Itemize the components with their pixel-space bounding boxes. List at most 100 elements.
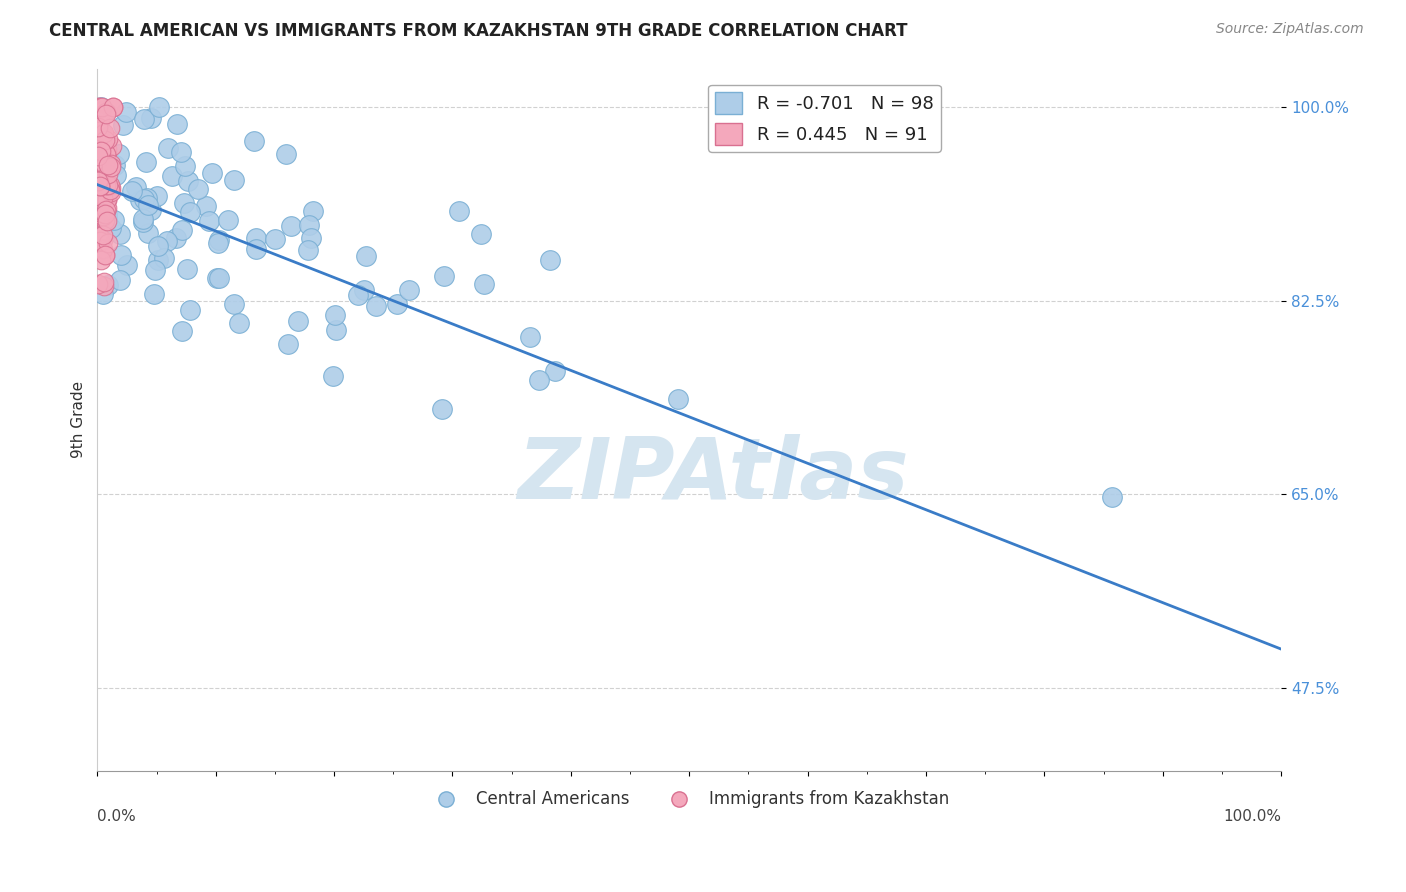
- Point: [100, 160, 122, 174]
- Point: [208, 233, 231, 247]
- Point: [86, 277, 108, 292]
- Point: [166, 117, 188, 131]
- Point: [527, 373, 550, 387]
- Point: [353, 283, 375, 297]
- Point: [93, 275, 115, 289]
- Point: [93, 127, 115, 141]
- Point: [96, 211, 118, 225]
- Point: [174, 159, 197, 173]
- Point: [87, 149, 110, 163]
- Point: [98, 183, 121, 197]
- Point: [87, 143, 110, 157]
- Point: [90, 211, 112, 225]
- Point: [519, 330, 541, 344]
- Point: [347, 288, 370, 302]
- Point: [146, 252, 169, 267]
- Point: [103, 213, 125, 227]
- Point: [430, 401, 453, 416]
- Point: [131, 215, 153, 229]
- Point: [90, 140, 112, 154]
- Text: Source: ZipAtlas.com: Source: ZipAtlas.com: [1216, 22, 1364, 37]
- Y-axis label: 9th Grade: 9th Grade: [72, 381, 86, 458]
- Point: [89, 228, 111, 243]
- Point: [93, 140, 115, 154]
- Point: [170, 223, 193, 237]
- Point: [280, 219, 302, 233]
- Point: [115, 258, 138, 272]
- Point: [96, 186, 118, 200]
- Point: [97, 178, 120, 193]
- Point: [143, 287, 166, 301]
- Text: 100.0%: 100.0%: [1223, 809, 1281, 824]
- Point: [243, 134, 266, 148]
- Point: [98, 120, 121, 135]
- Point: [90, 100, 112, 114]
- Point: [97, 132, 120, 146]
- Point: [94, 147, 117, 161]
- Point: [90, 206, 112, 220]
- Point: [538, 253, 561, 268]
- Point: [87, 214, 110, 228]
- Point: [222, 173, 245, 187]
- Point: [97, 235, 120, 250]
- Point: [87, 124, 110, 138]
- Point: [354, 249, 377, 263]
- Point: [201, 166, 224, 180]
- Point: [89, 132, 111, 146]
- Point: [274, 147, 297, 161]
- Point: [136, 191, 159, 205]
- Point: [132, 192, 155, 206]
- Point: [297, 244, 319, 258]
- Point: [90, 103, 112, 118]
- Point: [90, 144, 112, 158]
- Point: [94, 146, 117, 161]
- Point: [97, 183, 120, 197]
- Point: [162, 169, 184, 184]
- Point: [132, 112, 155, 126]
- Point: [208, 271, 231, 285]
- Point: [94, 158, 117, 172]
- Point: [110, 248, 132, 262]
- Point: [91, 242, 114, 256]
- Point: [94, 135, 117, 149]
- Point: [96, 214, 118, 228]
- Point: [93, 132, 115, 146]
- Legend: Central Americans, Immigrants from Kazakhstan: Central Americans, Immigrants from Kazak…: [422, 784, 956, 815]
- Point: [104, 157, 127, 171]
- Point: [224, 296, 246, 310]
- Point: [91, 242, 114, 256]
- Point: [97, 167, 120, 181]
- Point: [173, 195, 195, 210]
- Point: [263, 232, 285, 246]
- Point: [100, 221, 122, 235]
- Point: [91, 191, 114, 205]
- Point: [93, 207, 115, 221]
- Point: [104, 168, 127, 182]
- Point: [177, 174, 200, 188]
- Point: [89, 141, 111, 155]
- Point: [195, 199, 218, 213]
- Point: [187, 182, 209, 196]
- Point: [87, 150, 110, 164]
- Point: [207, 235, 229, 250]
- Point: [94, 195, 117, 210]
- Point: [179, 303, 201, 318]
- Point: [111, 119, 134, 133]
- Point: [97, 278, 120, 293]
- Point: [217, 213, 239, 227]
- Point: [179, 205, 201, 219]
- Point: [87, 100, 110, 114]
- Point: [94, 178, 117, 192]
- Point: [89, 155, 111, 169]
- Point: [139, 203, 162, 218]
- Point: [287, 314, 309, 328]
- Point: [114, 105, 136, 120]
- Point: [87, 214, 110, 228]
- Point: [90, 161, 112, 176]
- Point: [298, 218, 321, 232]
- Point: [170, 145, 193, 160]
- Point: [87, 196, 110, 211]
- Point: [121, 184, 143, 198]
- Point: [91, 168, 114, 182]
- Point: [299, 230, 322, 244]
